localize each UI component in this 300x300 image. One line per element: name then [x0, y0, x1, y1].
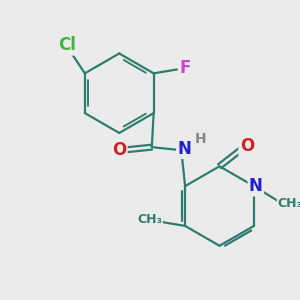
Text: O: O: [240, 137, 254, 155]
Text: Cl: Cl: [58, 36, 76, 54]
Text: CH₃: CH₃: [278, 197, 300, 210]
Text: F: F: [179, 59, 190, 77]
Text: O: O: [112, 141, 126, 159]
Text: H: H: [195, 132, 207, 146]
Text: N: N: [177, 140, 191, 158]
Text: CH₃: CH₃: [137, 213, 162, 226]
Text: N: N: [249, 177, 263, 195]
